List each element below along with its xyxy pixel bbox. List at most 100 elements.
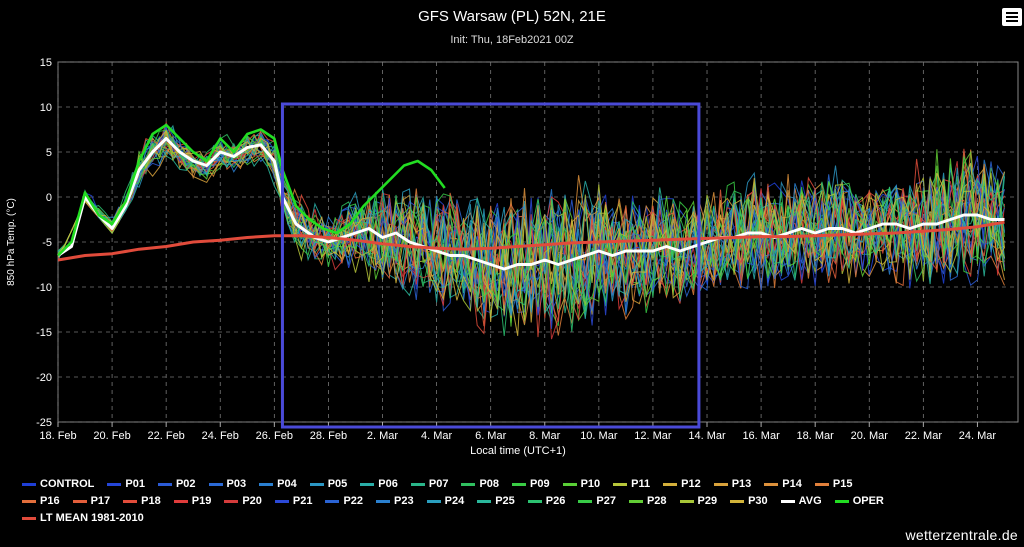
legend-label: P20 <box>242 495 262 507</box>
legend-item[interactable]: P18 <box>123 495 161 507</box>
legend-label: P21 <box>292 495 313 507</box>
legend-swatch <box>477 499 492 503</box>
y-tick-label: -20 <box>36 372 52 384</box>
legend-item[interactable]: LT MEAN 1981-2010 <box>22 512 144 524</box>
x-tick-label: 18. Feb <box>39 430 76 442</box>
legend-label: P26 <box>545 495 566 507</box>
legend-swatch <box>814 482 829 486</box>
legend-item[interactable]: P08 <box>461 478 499 490</box>
legend-item[interactable]: CONTROL <box>22 478 94 490</box>
legend-item[interactable]: P29 <box>679 495 717 507</box>
legend-item[interactable]: P13 <box>713 478 751 490</box>
legend-item[interactable]: P24 <box>426 495 465 507</box>
legend-swatch <box>461 482 476 486</box>
y-tick-label: -25 <box>36 417 52 429</box>
legend-label: P25 <box>495 495 515 507</box>
legend-item[interactable]: P15 <box>814 478 853 490</box>
legend-swatch <box>730 499 745 503</box>
legend-item[interactable]: P30 <box>730 495 768 507</box>
y-tick-label: 15 <box>40 57 52 69</box>
legend-swatch <box>325 499 340 503</box>
legend-item[interactable]: P05 <box>309 478 347 490</box>
y-tick-label: 0 <box>46 192 52 204</box>
legend-item[interactable]: P16 <box>22 495 60 507</box>
legend-label: P12 <box>681 478 701 490</box>
legend-item[interactable]: P12 <box>663 478 701 490</box>
legend-swatch <box>107 482 122 486</box>
legend-item[interactable]: P20 <box>224 495 262 507</box>
legend-item[interactable]: AVG <box>780 495 822 507</box>
legend-swatch <box>426 499 441 503</box>
legend-item[interactable]: P11 <box>613 478 650 490</box>
legend-swatch <box>208 482 223 486</box>
x-tick-label: 24. Feb <box>202 430 239 442</box>
legend-item[interactable]: OPER <box>834 495 884 507</box>
legend-swatch <box>123 499 138 503</box>
legend-label: LT MEAN 1981-2010 <box>40 512 144 524</box>
legend-item[interactable]: P22 <box>325 495 363 507</box>
x-tick-label: 4. Mar <box>421 430 453 442</box>
legend-item[interactable]: P28 <box>628 495 667 507</box>
watermark: wetterzentrale.de <box>905 527 1018 543</box>
legend-label: P22 <box>343 495 364 507</box>
legend-swatch <box>259 482 274 486</box>
legend-label: P02 <box>175 478 196 490</box>
legend-item[interactable]: P19 <box>173 495 211 507</box>
legend-item[interactable]: P03 <box>208 478 247 490</box>
legend-item[interactable]: P09 <box>512 478 550 490</box>
legend-label: P28 <box>646 495 667 507</box>
legend-swatch <box>157 482 172 486</box>
legend-label: P03 <box>226 478 247 490</box>
legend-swatch <box>72 499 87 503</box>
legend-swatch <box>410 482 425 486</box>
legend-swatch <box>173 499 188 503</box>
legend-swatch <box>527 499 542 503</box>
legend-swatch <box>274 499 289 503</box>
legend-swatch <box>562 482 577 486</box>
ensemble-member-line <box>57 142 1005 315</box>
legend-label: P10 <box>580 478 601 490</box>
legend-item[interactable]: P10 <box>562 478 601 490</box>
legend-label: P07 <box>428 478 449 490</box>
legend-item[interactable]: P04 <box>259 478 297 490</box>
x-tick-label: 24. Mar <box>959 430 997 442</box>
legend-item[interactable]: P17 <box>72 495 110 507</box>
x-tick-label: 6. Mar <box>475 430 507 442</box>
legend-item[interactable]: P25 <box>477 495 515 507</box>
legend-item[interactable]: P26 <box>527 495 566 507</box>
y-tick-label: -10 <box>36 282 52 294</box>
legend-label: P04 <box>277 478 297 490</box>
x-tick-label: 28. Feb <box>310 430 347 442</box>
ensemble-member-line <box>57 122 1005 310</box>
legend-swatch <box>713 482 728 486</box>
x-tick-label: 26. Feb <box>256 430 293 442</box>
legend-label: P14 <box>782 478 802 490</box>
legend-label: P15 <box>832 478 853 490</box>
legend-swatch <box>309 482 324 486</box>
hamburger-menu-icon[interactable] <box>1002 8 1022 26</box>
legend-item[interactable]: P06 <box>360 478 398 490</box>
legend-item[interactable]: P27 <box>578 495 616 507</box>
y-tick-label: -15 <box>36 327 52 339</box>
ensemble-member-line <box>57 129 1005 336</box>
legend-label: P23 <box>394 495 414 507</box>
y-tick-label: 5 <box>46 147 52 159</box>
y-tick-label: -5 <box>42 237 52 249</box>
x-tick-label: 20. Mar <box>851 430 889 442</box>
chart-subtitle: Init: Thu, 18Feb2021 00Z <box>450 34 574 46</box>
legend-item[interactable]: P23 <box>376 495 414 507</box>
legend-item[interactable]: P01 <box>107 478 145 490</box>
legend-label: CONTROL <box>40 478 95 490</box>
legend-item[interactable]: P07 <box>410 478 449 490</box>
legend-swatch <box>360 482 375 486</box>
legend-label: P24 <box>444 495 465 507</box>
legend-label: OPER <box>852 495 884 507</box>
series-line-avg <box>57 137 1005 271</box>
legend-label: P18 <box>141 495 161 507</box>
legend-item[interactable]: P14 <box>764 478 802 490</box>
legend-item[interactable]: P21 <box>274 495 313 507</box>
legend-label: AVG <box>798 495 822 507</box>
legend-item[interactable]: P02 <box>157 478 196 490</box>
ensemble-member-line <box>57 137 1005 316</box>
legend-swatch <box>578 499 593 503</box>
